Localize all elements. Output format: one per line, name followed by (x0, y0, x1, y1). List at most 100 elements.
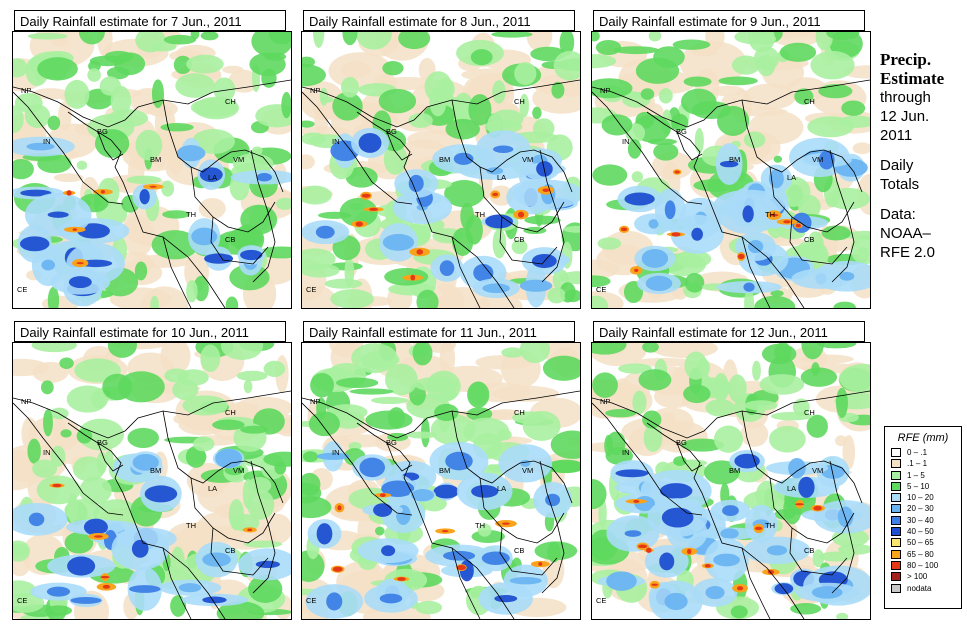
legend-entry: 50 – 65 (891, 537, 961, 548)
rainfall-map-graphic: NP CH IN BG BM VM LA TH CB CE (592, 343, 870, 619)
country-label: NP (310, 86, 320, 95)
legend-label: .1 – 1 (907, 459, 928, 469)
country-label: CB (514, 235, 524, 244)
country-label: NP (600, 86, 610, 95)
panel-title: Daily Rainfall estimate for 10 Jun., 201… (14, 321, 286, 342)
country-label: CE (306, 285, 316, 294)
country-label: BM (150, 466, 161, 475)
rainfall-field (13, 343, 291, 619)
rainfall-map-graphic: NP CH IN BG BM VM LA TH CB CE (302, 343, 580, 619)
legend-label: 10 – 20 (907, 493, 934, 503)
legend-label: 1 – 5 (907, 470, 925, 480)
country-label: IN (332, 137, 340, 146)
country-label: TH (186, 521, 196, 530)
legend-swatch (891, 504, 901, 514)
rainfall-map-graphic: NP CH IN BG BM VM LA TH CB CE (592, 32, 870, 308)
legend-swatch (891, 470, 901, 480)
legend-label: 50 – 65 (907, 538, 934, 548)
country-label: CH (225, 408, 236, 417)
rainfall-map: NP CH IN BG BM VM LA TH CB CE (12, 342, 292, 620)
end-date-line2: 2011 (880, 127, 913, 144)
country-label: CE (17, 285, 27, 294)
panel-title: Daily Rainfall estimate for 11 Jun., 201… (303, 321, 575, 342)
legend-swatch (891, 538, 901, 548)
country-label: LA (497, 173, 506, 182)
legend-entry: 65 – 80 (891, 549, 961, 560)
end-date-line1: 12 Jun. (880, 108, 930, 125)
rainfall-map: NP CH IN BG BM VM LA TH CB CE (591, 31, 871, 309)
legend-label: 0 – .1 (907, 448, 928, 457)
legend-entry: 20 – 30 (891, 503, 961, 514)
legend-entry: 40 – 50 (891, 526, 961, 537)
country-label: BM (439, 155, 450, 164)
legend-label: 20 – 30 (907, 504, 934, 514)
country-label: CH (225, 97, 236, 106)
legend-swatch (891, 572, 901, 582)
rainfall-panel-4: Daily Rainfall estimate for 10 Jun., 201… (12, 321, 292, 620)
legend-entry: nodata (891, 583, 961, 594)
rainfall-map-graphic: NP CH IN BG BM VM LA TH CB CE (13, 343, 291, 619)
country-label: TH (765, 521, 775, 530)
legend-title: RFE (mm) (897, 432, 949, 444)
country-label: BG (97, 127, 108, 136)
rainfall-map: NP CH IN BG BM VM LA TH CB CE (301, 342, 581, 620)
country-label: CH (804, 97, 815, 106)
country-label: BM (729, 466, 740, 475)
country-label: CB (804, 546, 814, 555)
panel-title: Daily Rainfall estimate for 8 Jun., 2011 (303, 10, 575, 31)
legend-entry: 1 – 5 (891, 470, 961, 481)
country-label: CE (596, 596, 606, 605)
country-label: CB (225, 235, 235, 244)
rainfall-map: NP CH IN BG BM VM LA TH CB CE (591, 342, 871, 620)
legend-label: > 100 (907, 572, 928, 582)
rainfall-map-graphic: NP CH IN BG BM VM LA TH CB CE (302, 32, 580, 308)
country-label: LA (787, 173, 796, 182)
country-borders (302, 390, 580, 619)
country-label: TH (475, 210, 485, 219)
data-source-line2: RFE 2.0 (880, 244, 936, 261)
legend-label: nodata (907, 583, 932, 593)
legend-swatch (891, 527, 901, 537)
country-label: TH (765, 210, 775, 219)
legend-swatch (891, 583, 901, 593)
country-label: NP (21, 86, 31, 95)
rainfall-field (592, 343, 870, 619)
legend-label: 40 – 50 (907, 527, 934, 537)
legend-entry: 10 – 20 (891, 492, 961, 503)
rainfall-map-graphic: NP CH IN BG BM VM LA TH CB CE (13, 32, 291, 308)
panel-title: Daily Rainfall estimate for 9 Jun., 2011 (593, 10, 865, 31)
country-label: VM (233, 466, 244, 475)
rainfall-field (592, 32, 870, 308)
legend-label: 80 – 100 (907, 560, 939, 570)
data-label: Data: (880, 206, 916, 223)
panel-title: Daily Rainfall estimate for 7 Jun., 2011 (14, 10, 286, 31)
country-label: VM (522, 466, 533, 475)
rainfall-field (13, 32, 291, 308)
rainfall-map: NP CH IN BG BM VM LA TH CB CE (301, 31, 581, 309)
legend-swatch (891, 448, 901, 457)
country-label: CE (306, 596, 316, 605)
country-label: NP (21, 397, 31, 406)
country-label: TH (475, 521, 485, 530)
product-title-line2: Estimate (880, 69, 945, 88)
rainfall-field (302, 343, 580, 619)
country-label: CH (804, 408, 815, 417)
country-label: IN (43, 448, 51, 457)
legend-entry: > 100 (891, 571, 961, 582)
country-label: CE (596, 285, 606, 294)
legend-entry: 80 – 100 (891, 560, 961, 571)
legend-swatch (891, 560, 901, 570)
country-label: VM (812, 155, 823, 164)
country-label: LA (208, 173, 217, 182)
rainfall-panel-2: Daily Rainfall estimate for 8 Jun., 2011… (301, 10, 581, 309)
country-label: BG (676, 127, 687, 136)
country-borders (13, 79, 291, 308)
legend-label: 65 – 80 (907, 549, 934, 559)
country-label: CH (514, 408, 525, 417)
country-label: LA (497, 484, 506, 493)
country-label: NP (600, 397, 610, 406)
rainfall-map: NP CH IN BG BM VM LA TH CB CE (12, 31, 292, 309)
country-borders (13, 390, 291, 619)
side-annotation: Precip. Estimate through 12 Jun. 2011 Da… (880, 50, 965, 262)
